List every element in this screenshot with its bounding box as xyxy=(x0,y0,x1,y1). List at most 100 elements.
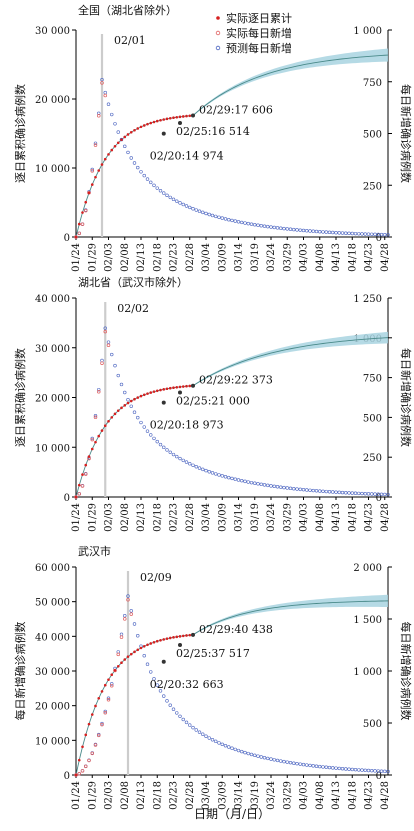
actual-daily-point xyxy=(103,329,107,334)
actual-cumulative-point xyxy=(120,406,123,410)
predicted-daily-point xyxy=(132,410,137,414)
predicted-daily-point xyxy=(253,223,257,227)
x-tick-label: 02/28 xyxy=(185,503,196,532)
x-tick-label: 04/03 xyxy=(299,503,310,532)
predicted-daily-point xyxy=(370,232,374,236)
x-tick-label: 02/13 xyxy=(136,503,147,532)
predicted-daily-point xyxy=(236,220,241,224)
predicted-daily-point xyxy=(275,226,280,230)
actual-cumulative-point xyxy=(110,416,114,419)
predicted-daily-point xyxy=(370,768,374,773)
predicted-daily-point xyxy=(181,717,185,722)
predicted-daily-point xyxy=(233,747,237,752)
actual-cumulative-point xyxy=(136,127,140,130)
predicted-daily-point xyxy=(152,436,156,441)
x-tick-label: 02/23 xyxy=(169,503,180,532)
predicted-daily-point xyxy=(158,689,163,693)
x-tick-label: 02/28 xyxy=(185,243,196,272)
x-tick-label: 02/23 xyxy=(169,781,180,810)
actual-cumulative-point xyxy=(152,390,156,393)
predicted-daily-point xyxy=(324,765,328,769)
predicted-daily-point xyxy=(165,699,169,703)
actual-cumulative-point xyxy=(116,409,120,412)
predicted-daily-point xyxy=(227,475,231,480)
actual-cumulative-point xyxy=(97,434,101,438)
predicted-daily-point xyxy=(282,759,286,764)
predicted-daily-point xyxy=(383,492,387,497)
actual-daily-point xyxy=(93,143,98,147)
y-axis-right-label: 每日新增确诊病例数 xyxy=(399,622,413,721)
predicted-daily-point xyxy=(103,709,107,714)
predicted-daily-point xyxy=(201,210,205,215)
y-left-tick-label: 40 000 xyxy=(35,294,70,305)
y-left-tick-label: 20 000 xyxy=(35,394,70,405)
actual-cumulative-point xyxy=(87,191,91,195)
y-left-tick-label: 60 000 xyxy=(35,563,70,574)
actual-cumulative-point xyxy=(152,120,156,124)
predicted-daily-point xyxy=(344,767,348,771)
actual-cumulative-point xyxy=(162,388,166,391)
predicted-daily-point xyxy=(266,756,270,761)
actual-cumulative-point xyxy=(149,642,153,645)
x-tick-label: 04/23 xyxy=(364,781,375,810)
annotated-point xyxy=(191,632,195,637)
actual-cumulative-point xyxy=(175,115,179,119)
x-tick-label: 02/18 xyxy=(152,243,163,272)
predicted-daily-point xyxy=(175,199,179,203)
y-right-tick-label: 1 500 xyxy=(353,615,382,626)
y-right-tick-label: 0 xyxy=(376,233,382,244)
actual-cumulative-point xyxy=(94,440,97,444)
actual-cumulative-point xyxy=(100,429,104,432)
predicted-daily-point xyxy=(214,214,218,219)
actual-cumulative-point xyxy=(110,673,114,677)
y-right-tick-label: 500 xyxy=(363,719,382,730)
chart-title: 武汉市 xyxy=(78,544,111,558)
predicted-daily-point xyxy=(337,490,341,495)
predicted-daily-point xyxy=(129,609,133,613)
predicted-daily-point xyxy=(184,460,189,464)
x-tick-label: 04/03 xyxy=(299,243,310,272)
predicted-daily-point xyxy=(246,480,250,484)
y-left-tick-label: 30 000 xyxy=(35,26,70,37)
predicted-daily-point xyxy=(132,622,137,626)
y-left-tick-label: 50 000 xyxy=(35,598,70,609)
x-tick-label: 02/03 xyxy=(104,781,115,810)
point-annotation: 02/20:18 973 xyxy=(150,419,224,432)
x-tick-label: 01/29 xyxy=(87,243,98,272)
actual-daily-point xyxy=(109,683,114,688)
predicted-daily-point xyxy=(379,769,384,773)
x-tick-label: 02/08 xyxy=(120,503,131,532)
actual-cumulative-point xyxy=(178,115,182,119)
x-tick-label: 02/13 xyxy=(136,781,147,810)
actual-cumulative-point xyxy=(84,200,88,204)
predicted-daily-point xyxy=(236,748,241,753)
predicted-daily-point xyxy=(188,723,192,727)
actual-cumulative-point xyxy=(77,483,81,487)
actual-cumulative-point xyxy=(107,678,110,681)
actual-cumulative-point xyxy=(113,668,117,672)
predicted-daily-point xyxy=(223,217,228,221)
actual-cumulative-point xyxy=(146,392,149,395)
y-axis-right-label: 每日新增确诊病例数 xyxy=(399,84,413,183)
predicted-daily-point xyxy=(243,221,247,225)
actual-daily-point xyxy=(90,169,94,173)
predicted-daily-point xyxy=(184,720,189,725)
x-tick-label: 03/14 xyxy=(234,781,245,810)
predicted-daily-point xyxy=(376,492,380,496)
predicted-daily-point xyxy=(292,761,296,765)
legend-marker-actual-daily xyxy=(215,30,221,36)
predicted-daily-point xyxy=(331,490,335,494)
y-left-tick-label: 40 000 xyxy=(35,632,70,643)
actual-daily-point xyxy=(83,472,88,476)
actual-cumulative-point xyxy=(133,650,136,654)
predicted-daily-point xyxy=(136,165,140,170)
annotated-point xyxy=(161,400,166,405)
actual-cumulative-point xyxy=(155,389,159,393)
predicted-daily-point xyxy=(279,226,283,230)
predicted-daily-point xyxy=(165,193,169,198)
legend-marker-actual-cumulative xyxy=(216,16,220,20)
actual-daily-point xyxy=(93,743,98,747)
actual-cumulative-point xyxy=(178,635,182,638)
x-tick-label: 01/29 xyxy=(87,503,98,532)
predicted-daily-point xyxy=(363,491,367,496)
